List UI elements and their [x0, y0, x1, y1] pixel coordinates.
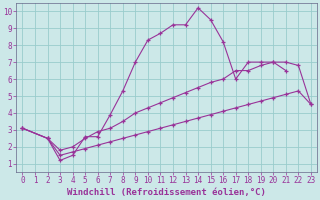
X-axis label: Windchill (Refroidissement éolien,°C): Windchill (Refroidissement éolien,°C) [67, 188, 266, 197]
